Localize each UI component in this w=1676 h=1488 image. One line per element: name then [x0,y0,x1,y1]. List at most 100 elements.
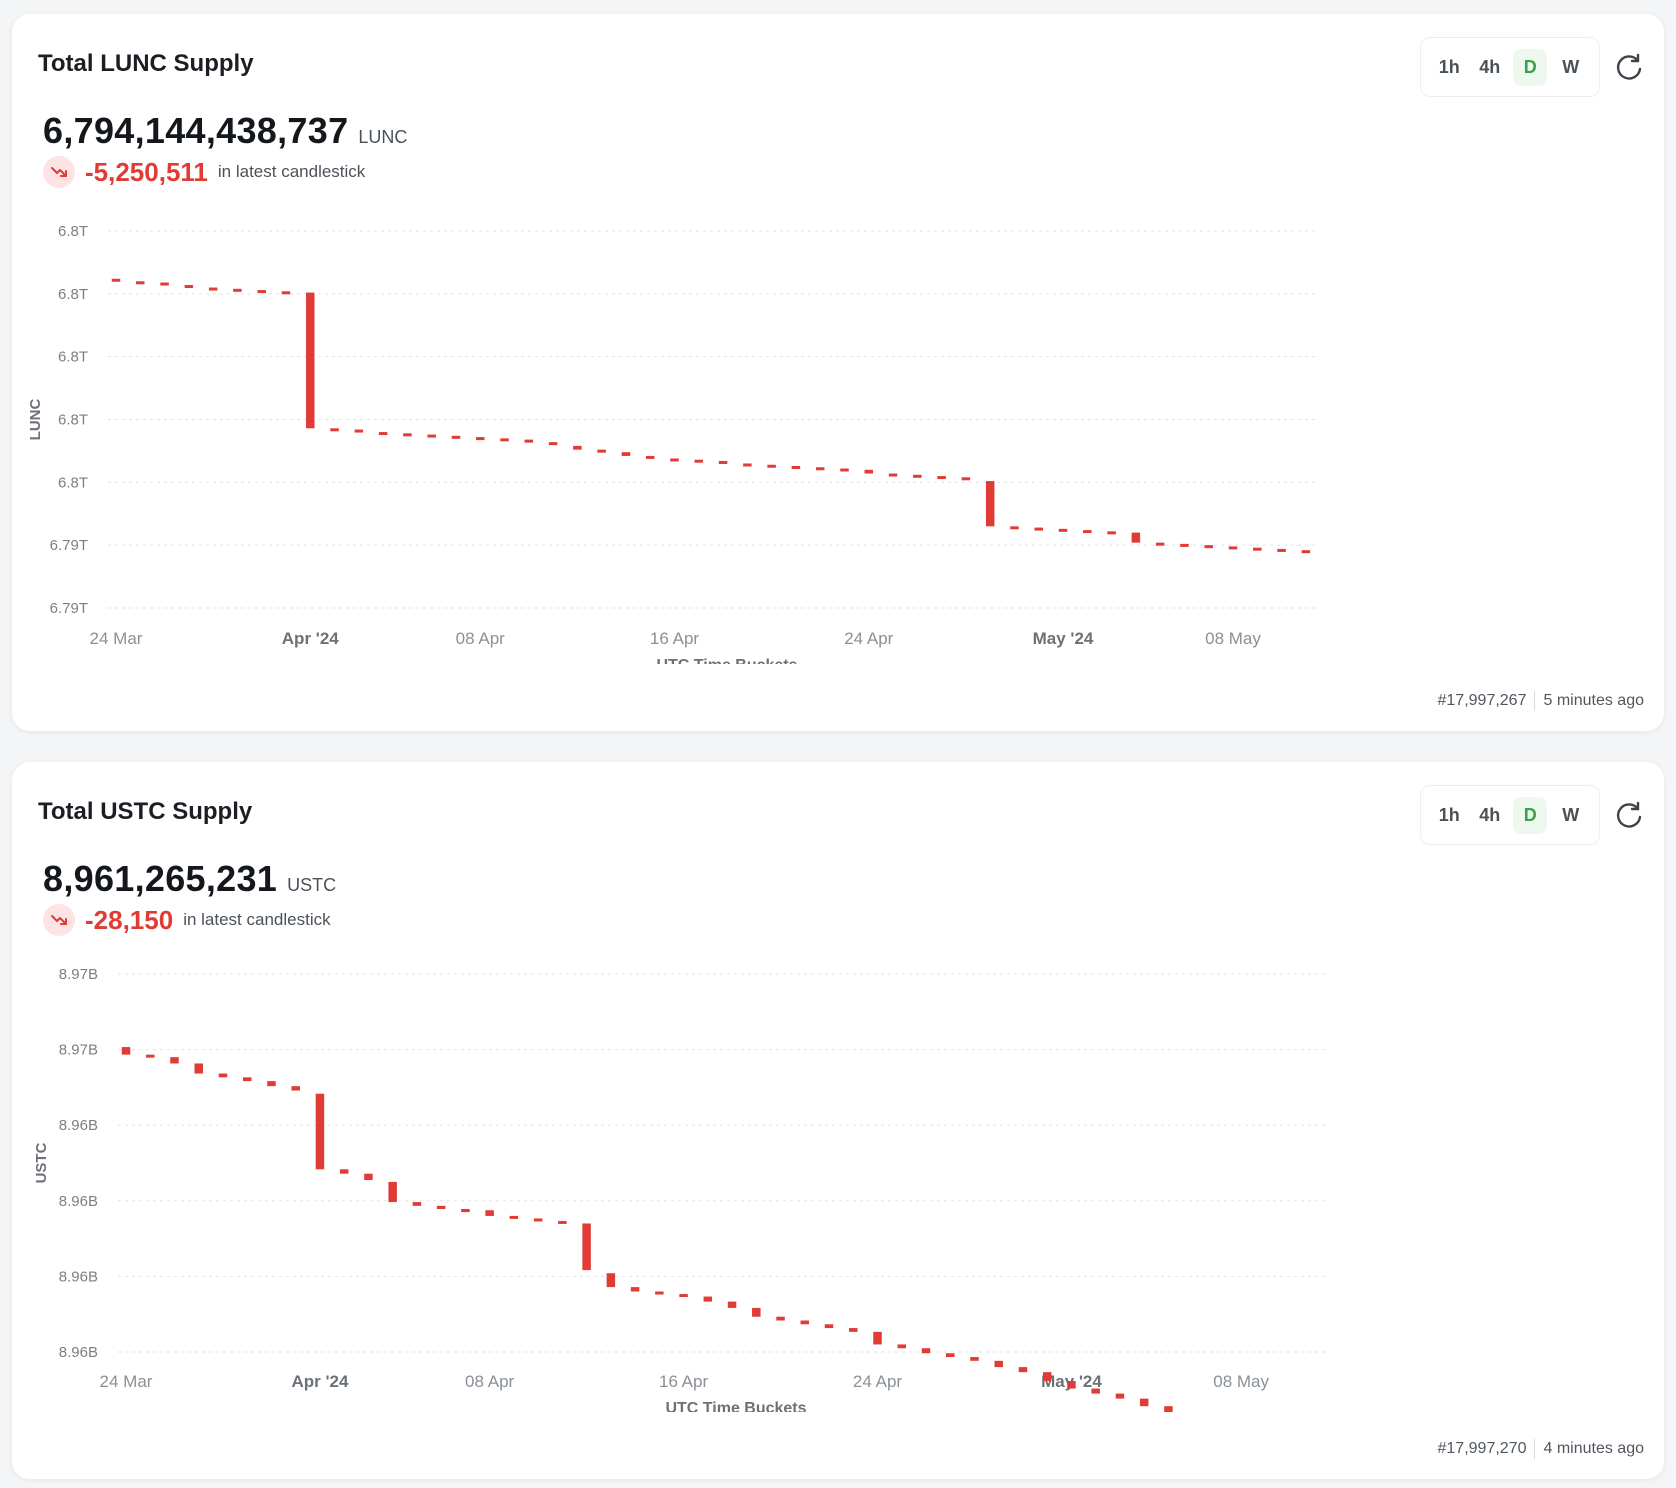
candle[interactable] [1034,527,1043,531]
interval-4h-button[interactable]: 4h [1479,804,1501,825]
candle[interactable] [111,278,121,282]
candle[interactable] [752,1307,761,1317]
candle[interactable] [606,1273,616,1288]
candle[interactable] [621,452,631,456]
candle[interactable] [573,445,582,450]
candle[interactable] [655,1291,664,1295]
candle[interactable] [1180,543,1189,547]
candle[interactable] [1131,532,1141,543]
interval-1h-button[interactable]: 1h [1438,804,1460,825]
candle[interactable] [146,1054,155,1058]
candle[interactable] [364,1173,373,1181]
candle[interactable] [184,285,194,289]
candle[interactable] [1301,550,1311,554]
candle[interactable] [1164,1406,1173,1412]
candle[interactable] [791,465,801,469]
block-number[interactable]: #17,997,270 [1437,1440,1527,1457]
candle[interactable] [888,473,898,477]
candle[interactable] [218,1073,228,1078]
candle[interactable] [913,474,922,478]
candle[interactable] [451,435,461,439]
candle[interactable] [194,1063,203,1074]
interval-d-button[interactable]: D [1513,796,1548,834]
candle[interactable] [291,1086,300,1091]
candle[interactable] [985,481,995,527]
candle[interactable] [533,1218,543,1222]
candle[interactable] [1155,542,1165,546]
candle[interactable] [970,1357,979,1361]
candle[interactable] [500,438,509,442]
candle[interactable] [597,449,606,453]
candle[interactable] [339,1169,349,1174]
candle[interactable] [558,1220,567,1224]
candle[interactable] [427,434,436,438]
candle[interactable] [1228,546,1238,550]
candle[interactable] [267,1081,276,1087]
candle[interactable] [961,477,971,481]
candle[interactable] [743,463,752,467]
candle[interactable] [776,1316,785,1321]
candle[interactable] [1091,1388,1100,1394]
candle[interactable] [136,281,145,285]
refresh-icon[interactable] [1614,800,1644,830]
candle[interactable] [645,455,655,459]
candle[interactable] [703,1296,713,1302]
candle[interactable] [727,1301,737,1308]
candle[interactable] [233,288,242,292]
candle[interactable] [436,1205,446,1209]
candle[interactable] [873,1331,882,1345]
candle[interactable] [1277,548,1286,552]
candle[interactable] [994,1360,1003,1368]
candle[interactable] [509,1215,519,1219]
candle[interactable] [670,458,679,462]
candle[interactable] [412,1202,422,1206]
candle[interactable] [524,439,534,443]
candle[interactable] [1018,1367,1028,1373]
candle[interactable] [849,1328,858,1332]
candle[interactable] [694,459,704,463]
candle[interactable] [121,1047,131,1055]
candle[interactable] [897,1344,906,1349]
candle[interactable] [864,469,874,474]
candle[interactable] [630,1287,640,1292]
candle[interactable] [257,290,266,294]
interval-1h-button[interactable]: 1h [1438,56,1460,77]
interval-w-button[interactable]: W [1562,56,1580,77]
candle[interactable] [306,292,315,429]
interval-d-button[interactable]: D [1513,48,1548,86]
candle[interactable] [330,428,339,432]
candle[interactable] [1139,1398,1149,1407]
candle[interactable] [388,1181,397,1203]
candle[interactable] [1067,1380,1076,1389]
candle[interactable] [718,460,728,464]
candle[interactable] [315,1093,325,1170]
candle[interactable] [170,1057,179,1064]
candle[interactable] [582,1223,591,1271]
block-number[interactable]: #17,997,267 [1437,692,1527,709]
candle[interactable] [475,437,485,441]
candle[interactable] [1058,528,1068,532]
candle[interactable] [937,476,946,480]
candle[interactable] [548,442,558,446]
candle[interactable] [160,282,169,286]
candle[interactable] [1115,1393,1125,1399]
candle[interactable] [1107,531,1116,535]
interval-4h-button[interactable]: 4h [1479,56,1501,77]
candle[interactable] [767,464,776,468]
candle[interactable] [1010,526,1019,530]
candle[interactable] [824,1324,834,1329]
candle[interactable] [840,468,849,472]
candle[interactable] [921,1348,931,1354]
interval-w-button[interactable]: W [1562,804,1580,825]
candle[interactable] [800,1320,810,1325]
refresh-icon[interactable] [1614,52,1644,82]
candle[interactable] [1083,530,1092,534]
candle[interactable] [485,1210,494,1216]
candle[interactable] [403,433,412,437]
candle[interactable] [1042,1372,1052,1381]
candle[interactable] [208,287,218,291]
candle[interactable] [242,1077,252,1082]
candle[interactable] [281,291,291,295]
candle[interactable] [378,432,388,436]
candle[interactable] [815,467,825,471]
